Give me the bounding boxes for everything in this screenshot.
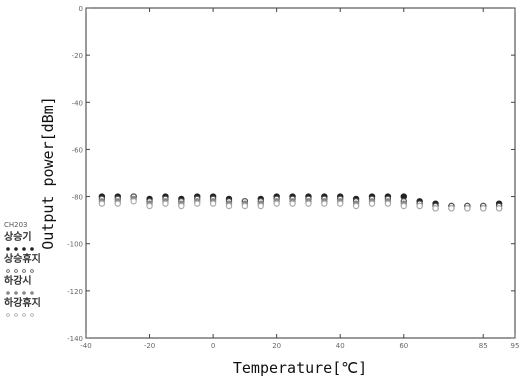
x-axis-title: Temperature[℃] (233, 359, 367, 377)
data-point-series-4 (495, 205, 503, 212)
data-point-series-4 (368, 200, 376, 207)
y-axis-ticks: 0 -20 -40 -60 -80 -100 -120 -140 (67, 5, 515, 343)
legend-marker-1 (30, 247, 34, 251)
data-point-series-4 (98, 200, 106, 207)
x-tick-label: 20 (272, 342, 281, 350)
data-point-series-4 (146, 202, 153, 210)
legend-label-2: 상승휴지 (4, 252, 41, 265)
x-tick-label: 95 (511, 342, 520, 350)
data-point-series-4 (209, 200, 217, 207)
data-point-series-4 (400, 202, 407, 210)
data-point-series-4 (162, 200, 169, 207)
data-point-series-4 (432, 205, 439, 212)
data-point-series-4 (273, 200, 280, 207)
legend-marker-2 (22, 269, 26, 273)
legend-marker-1 (22, 247, 26, 251)
x-tick-label: -40 (80, 342, 91, 350)
legend-marker-3 (6, 291, 10, 295)
data-point-series-4 (194, 200, 201, 207)
y-tick-label: -20 (72, 52, 83, 60)
data-point-series-4 (321, 200, 328, 207)
data-points (98, 193, 503, 212)
x-tick-label: 60 (399, 342, 408, 350)
data-point-series-4 (337, 200, 344, 207)
y-tick-label: -100 (67, 241, 83, 249)
data-point-series-4 (480, 205, 487, 212)
legend-marker-4 (30, 313, 34, 317)
legend-marker-2 (30, 269, 34, 273)
data-point-series-4 (384, 200, 392, 207)
x-tick-label: 0 (211, 342, 215, 350)
data-point-series-4 (178, 202, 185, 210)
data-point-series-4 (241, 202, 249, 210)
y-tick-label: 0 (79, 5, 83, 13)
y-tick-label: -60 (72, 146, 83, 154)
data-point-series-4 (416, 202, 423, 210)
legend-marker-4 (6, 313, 10, 317)
legend-marker-4 (22, 313, 26, 317)
legend-marker-3 (30, 291, 34, 295)
data-point-series-4 (130, 198, 137, 205)
legend-marker-3 (14, 291, 18, 295)
plot-area-frame (85, 7, 516, 339)
data-point-series-4 (352, 202, 360, 210)
legend-label-3: 하강시 (4, 274, 32, 287)
y-tick-label: -140 (67, 335, 83, 343)
y-axis-title: Output power[dBm] (39, 96, 57, 250)
x-tick-label: 40 (336, 342, 345, 350)
legend-marker-1 (6, 247, 10, 251)
y-tick-label: -40 (72, 99, 83, 107)
legend-label-1: 상승기 (4, 230, 32, 243)
legend-marker-4 (14, 313, 18, 317)
y-tick-label: -120 (67, 288, 83, 296)
data-point-series-4 (448, 205, 455, 212)
y-tick-label: -80 (72, 194, 83, 202)
x-axis-ticks: -40 -20 0 20 40 60 85 95 (80, 8, 519, 350)
data-point-series-4 (464, 205, 471, 212)
legend-header: CH203 (4, 221, 28, 229)
data-point-series-4 (114, 200, 121, 207)
legend-label-4: 하강휴지 (4, 296, 41, 309)
x-tick-label: 85 (479, 342, 488, 350)
legend-marker-2 (6, 269, 10, 273)
data-point-series-4 (289, 200, 296, 207)
x-tick-label: -20 (144, 342, 155, 350)
legend-marker-1 (14, 247, 18, 251)
legend-marker-2 (14, 269, 18, 273)
legend-marker-3 (22, 291, 26, 295)
data-point-series-4 (225, 202, 233, 210)
data-point-series-4 (305, 200, 312, 207)
data-point-series-4 (257, 202, 264, 210)
